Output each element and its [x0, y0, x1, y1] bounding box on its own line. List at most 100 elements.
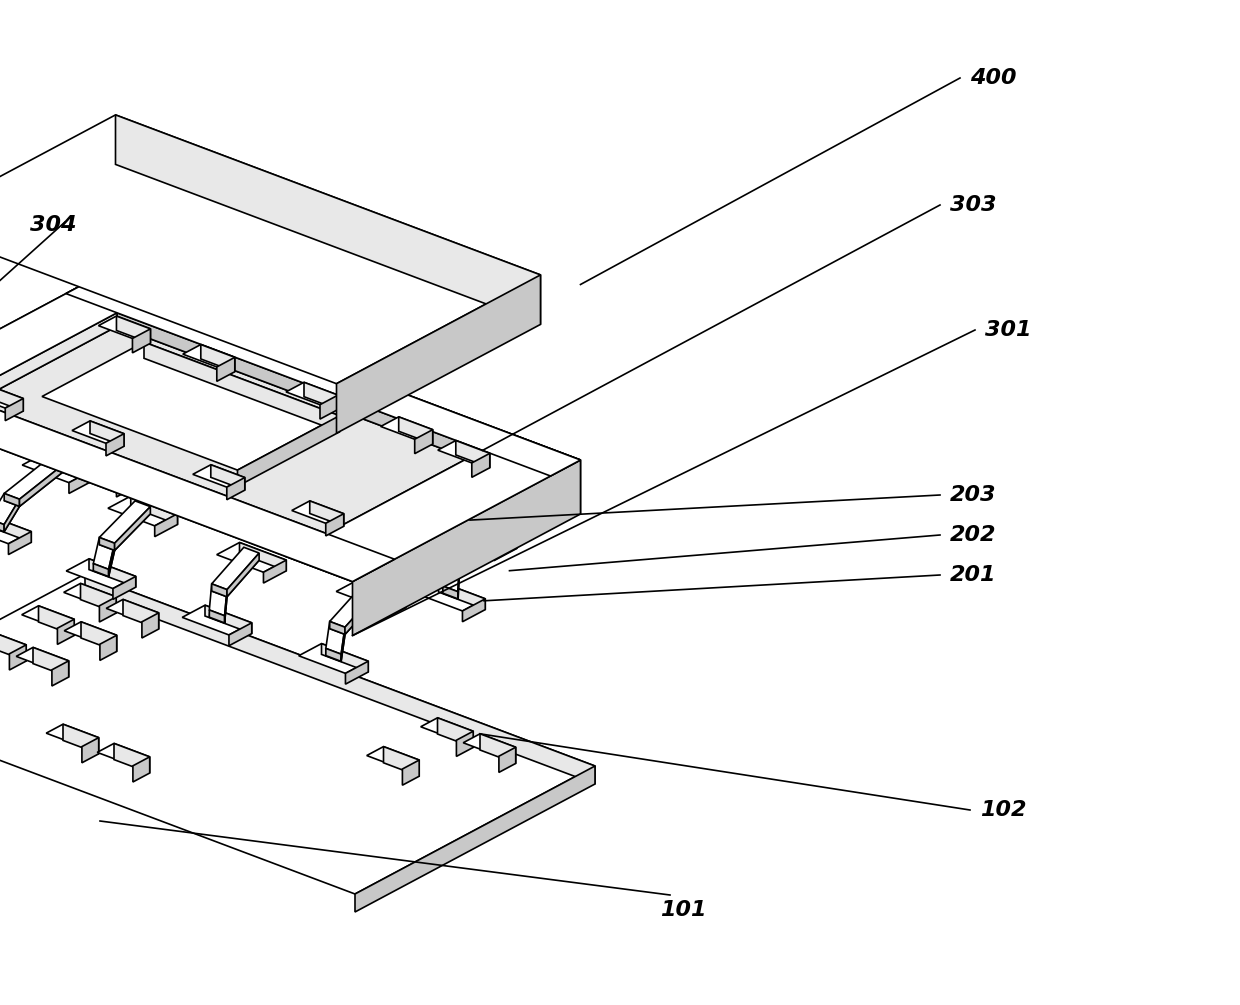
Polygon shape — [0, 493, 20, 525]
Polygon shape — [99, 500, 150, 544]
Polygon shape — [326, 621, 345, 654]
Polygon shape — [0, 115, 541, 384]
Polygon shape — [69, 470, 92, 493]
Polygon shape — [299, 643, 368, 673]
Polygon shape — [0, 327, 482, 547]
Polygon shape — [336, 579, 405, 609]
Polygon shape — [420, 718, 474, 741]
Polygon shape — [130, 496, 177, 525]
Polygon shape — [233, 513, 255, 536]
Polygon shape — [383, 597, 405, 620]
Polygon shape — [107, 599, 159, 622]
Polygon shape — [439, 581, 485, 610]
Polygon shape — [471, 453, 490, 477]
Polygon shape — [0, 574, 595, 894]
Polygon shape — [81, 583, 117, 613]
Polygon shape — [201, 345, 234, 372]
Polygon shape — [229, 623, 252, 646]
Polygon shape — [480, 734, 516, 764]
Polygon shape — [97, 461, 112, 474]
Text: 301: 301 — [985, 320, 1032, 340]
Polygon shape — [108, 496, 177, 526]
Polygon shape — [10, 645, 26, 670]
Polygon shape — [351, 487, 382, 531]
Polygon shape — [63, 725, 99, 754]
Polygon shape — [0, 386, 24, 408]
Polygon shape — [336, 275, 541, 433]
Polygon shape — [352, 460, 580, 635]
Polygon shape — [217, 543, 286, 572]
Polygon shape — [192, 464, 244, 487]
Polygon shape — [141, 613, 159, 638]
Polygon shape — [97, 744, 150, 766]
Polygon shape — [291, 500, 343, 524]
Polygon shape — [64, 622, 117, 644]
Polygon shape — [498, 748, 516, 773]
Polygon shape — [277, 453, 299, 475]
Polygon shape — [340, 477, 409, 507]
Polygon shape — [252, 435, 299, 463]
Polygon shape — [210, 591, 227, 623]
Polygon shape — [45, 453, 92, 481]
Polygon shape — [414, 430, 433, 453]
Polygon shape — [133, 329, 150, 353]
Polygon shape — [124, 399, 193, 428]
Polygon shape — [438, 718, 474, 748]
Polygon shape — [360, 579, 405, 608]
Polygon shape — [0, 631, 26, 654]
Polygon shape — [148, 399, 193, 427]
Polygon shape — [109, 403, 166, 443]
Polygon shape — [213, 499, 228, 513]
Polygon shape — [443, 568, 459, 599]
Polygon shape — [304, 382, 339, 409]
Polygon shape — [321, 643, 368, 672]
Polygon shape — [326, 514, 343, 536]
Polygon shape — [320, 395, 339, 419]
Polygon shape — [63, 583, 117, 606]
Polygon shape — [456, 732, 474, 757]
Polygon shape — [0, 500, 20, 532]
Polygon shape — [0, 277, 148, 418]
Polygon shape — [46, 725, 99, 747]
Polygon shape — [381, 417, 433, 439]
Polygon shape — [66, 277, 580, 476]
Polygon shape — [448, 521, 517, 550]
Polygon shape — [105, 434, 124, 456]
Polygon shape — [217, 358, 234, 381]
Polygon shape — [99, 538, 114, 551]
Polygon shape — [383, 747, 419, 776]
Polygon shape — [186, 494, 255, 525]
Polygon shape — [82, 738, 99, 763]
Polygon shape — [210, 584, 227, 616]
Polygon shape — [263, 560, 286, 583]
Polygon shape — [387, 494, 409, 518]
Polygon shape — [97, 437, 124, 467]
Polygon shape — [463, 599, 485, 622]
Polygon shape — [0, 396, 326, 547]
Polygon shape — [330, 584, 378, 627]
Polygon shape — [155, 514, 177, 537]
Polygon shape — [182, 605, 252, 635]
Polygon shape — [114, 507, 150, 551]
Text: 303: 303 — [950, 195, 997, 215]
Polygon shape — [345, 590, 378, 634]
Polygon shape — [210, 610, 224, 623]
Polygon shape — [117, 316, 150, 344]
Text: 201: 201 — [950, 565, 997, 585]
Polygon shape — [0, 514, 31, 544]
Polygon shape — [212, 555, 259, 597]
Polygon shape — [91, 421, 124, 446]
Polygon shape — [86, 574, 595, 784]
Polygon shape — [100, 635, 117, 660]
Polygon shape — [117, 313, 482, 464]
Polygon shape — [93, 538, 114, 570]
Text: 101: 101 — [660, 900, 707, 920]
Polygon shape — [38, 606, 74, 635]
Polygon shape — [115, 115, 541, 325]
Polygon shape — [336, 488, 382, 531]
Polygon shape — [66, 277, 148, 313]
Polygon shape — [335, 543, 351, 556]
Polygon shape — [331, 538, 378, 567]
Polygon shape — [341, 627, 345, 661]
Polygon shape — [444, 525, 490, 567]
